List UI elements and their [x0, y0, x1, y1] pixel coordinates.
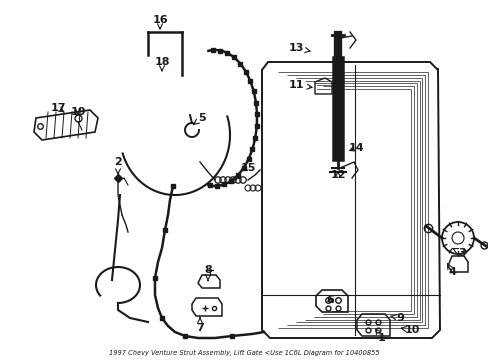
- Text: 12: 12: [329, 170, 345, 180]
- Text: 1: 1: [375, 329, 385, 343]
- Text: 5: 5: [193, 113, 205, 125]
- Text: 14: 14: [347, 143, 363, 153]
- Text: 18: 18: [154, 57, 169, 71]
- Text: 15: 15: [235, 163, 255, 179]
- Text: 4: 4: [447, 264, 455, 277]
- Text: 10: 10: [400, 325, 419, 335]
- Text: 3: 3: [452, 248, 465, 258]
- Text: 7: 7: [196, 318, 203, 333]
- Text: 1997 Chevy Venture Strut Assembly, Lift Gate <Use 1C6L Diagram for 10400855: 1997 Chevy Venture Strut Assembly, Lift …: [108, 350, 379, 356]
- Text: 19: 19: [70, 107, 85, 117]
- Text: 11: 11: [287, 80, 311, 90]
- Text: 13: 13: [288, 43, 309, 53]
- Text: 16: 16: [152, 15, 167, 29]
- Text: 8: 8: [203, 265, 211, 280]
- Text: 6: 6: [325, 295, 333, 305]
- Text: 9: 9: [390, 313, 403, 323]
- Text: 2: 2: [114, 157, 122, 174]
- Text: 17: 17: [50, 103, 65, 113]
